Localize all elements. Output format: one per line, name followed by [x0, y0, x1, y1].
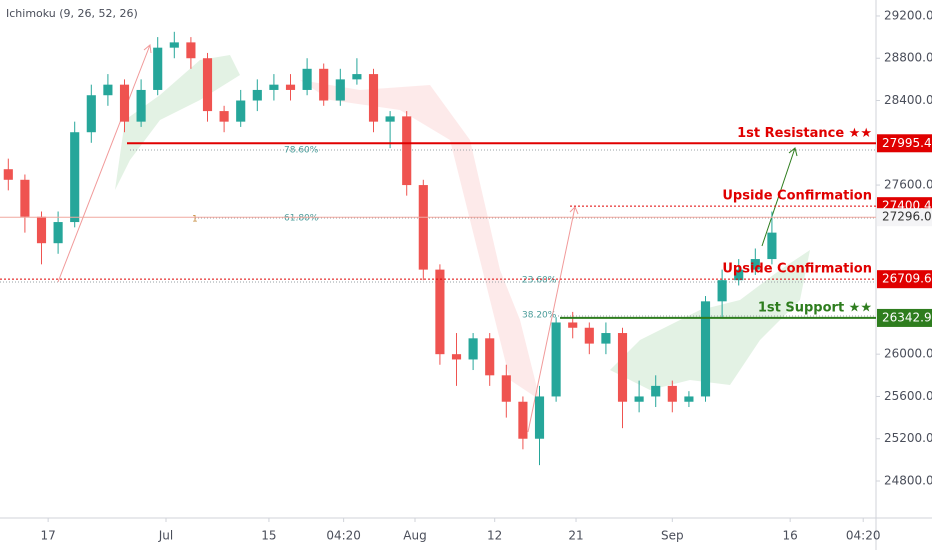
y-tick-label: 24800.0 [884, 474, 932, 488]
level-name: 1st Support ★★ [758, 300, 872, 315]
candle-body [319, 68, 329, 101]
candle-body [734, 269, 744, 281]
candle-body [485, 338, 495, 376]
candle-body [651, 385, 661, 397]
candle-body [236, 100, 246, 122]
y-tick-label: 25600.0 [884, 389, 932, 403]
candle-body [385, 116, 395, 122]
price-tag [877, 308, 932, 327]
candle-body [601, 333, 611, 344]
level-name: Upside Confirmation [722, 189, 872, 204]
candle-body [568, 322, 578, 328]
candle-body [767, 232, 777, 260]
price-tag [877, 270, 932, 289]
x-tick-label: 04:20 [326, 529, 361, 543]
candle-body [634, 396, 644, 402]
candle-body [103, 84, 113, 96]
candle-body [700, 301, 711, 397]
candle-body [36, 216, 47, 244]
candle-body [468, 338, 478, 360]
candle-body [451, 354, 462, 360]
candle-body [584, 327, 594, 344]
candle-body [518, 401, 528, 439]
candle-body [667, 385, 677, 402]
candle-body [435, 269, 445, 355]
candle-body [70, 132, 80, 223]
fib-label: 1 [192, 215, 198, 225]
candle-body [186, 42, 196, 59]
candle-body [302, 68, 312, 90]
candle-body [53, 222, 63, 244]
price-tag-label: 26342.9 [882, 310, 932, 324]
candle-body [153, 47, 163, 90]
candle-body [119, 84, 130, 122]
x-tick-label: 12 [487, 529, 502, 543]
level-name: Upside Confirmation [722, 262, 872, 277]
price-tag-label: 26709.6 [882, 272, 932, 286]
candle-body [20, 179, 30, 217]
candle-body [402, 116, 412, 186]
level-name: 1st Resistance ★★ [737, 126, 872, 141]
candle-body [269, 84, 279, 90]
candle-body [684, 396, 694, 402]
price-tag [877, 134, 932, 153]
candle-body [501, 375, 511, 402]
candle-body [252, 89, 262, 101]
y-tick-label: 28800.0 [884, 51, 932, 65]
price-tag-label: 27995.4 [882, 136, 932, 150]
x-tick-label: 21 [568, 529, 583, 543]
y-tick-label: 27600.0 [884, 178, 932, 192]
y-tick-label: 28400.0 [884, 93, 932, 107]
candle-body [717, 280, 727, 302]
candle-body [368, 74, 379, 122]
candle-body [418, 185, 428, 270]
candle-body [3, 169, 13, 180]
price-tag [877, 208, 932, 227]
x-tick-label: Aug [403, 529, 426, 543]
x-tick-label: 04:20 [846, 529, 881, 543]
fib-label: 23.60% [522, 276, 557, 286]
candle-body [551, 322, 561, 397]
candle-body [335, 79, 345, 101]
fib-label: 38.20% [522, 311, 557, 321]
candle-body [169, 42, 179, 48]
x-tick-label: 17 [41, 529, 56, 543]
price-tag-label: 27296.0 [882, 210, 932, 224]
x-tick-label: 15 [261, 529, 276, 543]
x-tick-label: Jul [158, 529, 173, 543]
candle-body [352, 74, 362, 80]
y-tick-label: 26000.0 [884, 347, 932, 361]
candle-body [86, 95, 96, 133]
trend-arrows [57, 44, 798, 433]
candle-body [219, 111, 229, 122]
x-tick-label: Sep [661, 529, 684, 543]
fib-label: 78.60% [284, 146, 319, 156]
candle-body [136, 89, 146, 122]
fib-label: 61.80% [284, 214, 319, 224]
y-tick-label: 25200.0 [884, 431, 932, 445]
indicator-label: Ichimoku (9, 26, 52, 26) [6, 7, 138, 20]
candle-body [285, 84, 296, 90]
candle-body [534, 396, 545, 439]
candle-body [750, 259, 760, 270]
candle-body [617, 333, 628, 402]
x-tick-label: 16 [783, 529, 798, 543]
candle-body [202, 58, 213, 112]
y-tick-label: 29200.0 [884, 8, 932, 22]
